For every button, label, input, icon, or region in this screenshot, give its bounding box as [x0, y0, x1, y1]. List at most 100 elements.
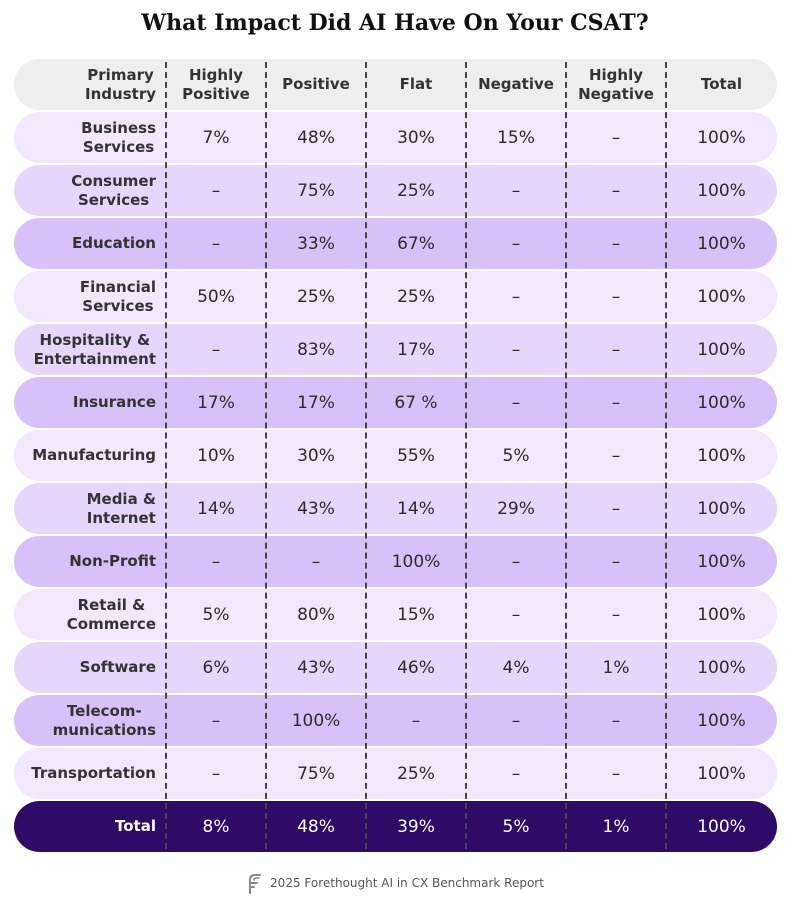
column-header: Flat: [399, 75, 433, 93]
table-cell: –: [611, 710, 621, 731]
table-cell: 55%: [397, 445, 435, 466]
table-cell: 100%: [697, 657, 746, 678]
row-background: [14, 748, 777, 799]
row-background: [14, 59, 777, 110]
table-cell: 67 %: [394, 392, 438, 413]
table-cell: 30%: [297, 445, 335, 466]
column-divider: [465, 62, 467, 849]
table-row: Non-Profit – – 100% – – 100%: [14, 535, 777, 588]
row-label: Education: [72, 234, 156, 252]
table-cell: –: [611, 498, 621, 519]
table-cell: –: [611, 233, 621, 254]
table-cell: 100%: [291, 710, 341, 731]
row-background: [14, 377, 777, 428]
column-divider: [565, 62, 567, 849]
table-cell: 100%: [697, 498, 746, 519]
table-row: Business Services 7% 48% 30% 15% – 100%: [14, 111, 777, 164]
table-cell: –: [511, 233, 521, 254]
column-header: Negative: [478, 75, 554, 93]
column-divider: [265, 62, 267, 849]
column-divider: [665, 62, 667, 849]
row-background: [14, 695, 777, 746]
row-background: [14, 483, 777, 534]
row-label: Media & Internet: [86, 489, 156, 527]
table-cell: 15%: [497, 127, 535, 148]
row-background: [14, 801, 777, 852]
table-cell: 100%: [697, 127, 746, 148]
table-cell: 8%: [202, 816, 230, 837]
table-cell: 39%: [397, 816, 435, 837]
row-background: [14, 271, 777, 322]
table-cell: 15%: [397, 604, 435, 625]
table-cell: –: [611, 604, 621, 625]
column-header: Positive: [282, 75, 350, 93]
table-cell: –: [411, 710, 421, 731]
row-label: Non-Profit: [69, 552, 156, 570]
table-cell: –: [611, 180, 621, 201]
table-cell: 50%: [197, 286, 235, 307]
table-cell: 17%: [197, 392, 235, 413]
table-cell: 100%: [697, 551, 746, 572]
table-cell: 48%: [297, 127, 335, 148]
table-cell: 7%: [202, 127, 230, 148]
table-cell: 100%: [697, 445, 746, 466]
table-cell: 100%: [697, 180, 746, 201]
table-row: Media & Internet 14% 43% 14% 29% – 100%: [14, 482, 777, 535]
table-row: Hospitality & Entertainment – 83% 17% – – 100%: [14, 323, 777, 376]
table-cell: 100%: [697, 604, 746, 625]
row-label: Total: [115, 817, 156, 835]
table-row: Manufacturing 10% 30% 55% 5% – 100%: [14, 429, 777, 482]
row-background: [14, 218, 777, 269]
table-cell: –: [211, 710, 221, 731]
chart-title: What Impact Did AI Have On Your CSAT?: [141, 10, 649, 36]
table-cell: –: [611, 445, 621, 466]
table-cell: 10%: [197, 445, 235, 466]
table-cell: –: [611, 763, 621, 784]
row-label: Software: [79, 658, 156, 676]
table-cell: 100%: [697, 286, 746, 307]
table-cell: 30%: [397, 127, 435, 148]
footer: 2025 Forethought AI in CX Benchmark Repo…: [0, 872, 790, 894]
row-background: [14, 324, 777, 375]
table-cell: –: [211, 551, 221, 572]
table-cell: –: [211, 233, 221, 254]
table-cell: –: [211, 180, 221, 201]
row-label: Manufacturing: [32, 446, 156, 464]
table-cell: 14%: [197, 498, 235, 519]
table-cell: 17%: [297, 392, 335, 413]
table-cell: 80%: [297, 604, 335, 625]
table-cell: 100%: [697, 710, 746, 731]
table-cell: 100%: [697, 392, 746, 413]
table-row: Financial Services 50% 25% 25% – – 100%: [14, 270, 777, 323]
table-cell: –: [611, 392, 621, 413]
row-background: [14, 536, 777, 587]
row-background: [14, 642, 777, 693]
table-cell: 29%: [497, 498, 535, 519]
column-header: Total: [701, 75, 742, 93]
table-row: Insurance 17% 17% 67 % – – 100%: [14, 376, 777, 429]
table-cell: –: [511, 339, 521, 360]
table-cell: 46%: [397, 657, 435, 678]
table-cell: 25%: [297, 286, 335, 307]
row-label: Telecom-munications: [52, 701, 156, 739]
table-cell: 48%: [297, 816, 335, 837]
table-cell: 1%: [602, 816, 630, 837]
table-cell: 100%: [697, 816, 746, 837]
table-cell: 100%: [697, 763, 746, 784]
table-cell: –: [511, 286, 521, 307]
table-cell: 6%: [202, 657, 230, 678]
table-row: Transportation – 75% 25% – – 100%: [14, 747, 777, 800]
row-label: Transportation: [31, 764, 156, 782]
table-cell: 25%: [397, 763, 435, 784]
table-cell: –: [511, 604, 521, 625]
table-cell: 1%: [602, 657, 630, 678]
table-cell: 25%: [397, 286, 435, 307]
table-cell: –: [211, 763, 221, 784]
table-cell: –: [311, 551, 321, 572]
table-cell: –: [511, 392, 521, 413]
table-cell: 17%: [397, 339, 435, 360]
table-cell: 83%: [297, 339, 335, 360]
column-header: Highly Negative: [578, 65, 654, 103]
row-background: [14, 430, 777, 481]
table-row: Software 6% 43% 46% 4% 1% 100%: [14, 641, 777, 694]
